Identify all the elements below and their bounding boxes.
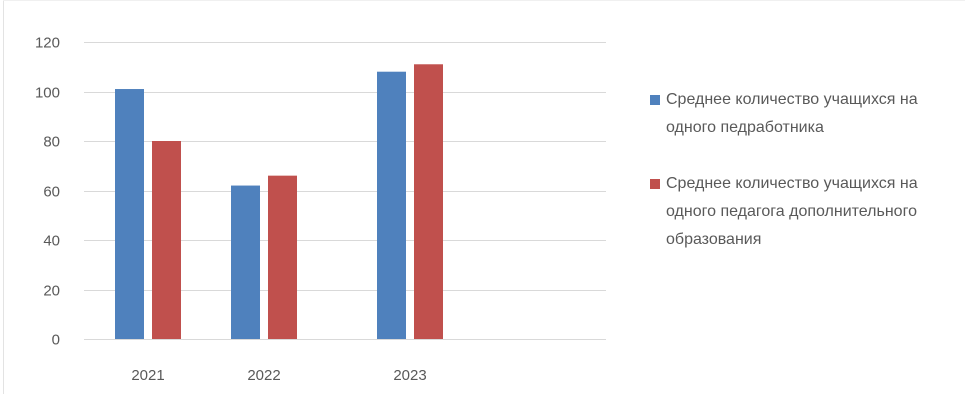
legend-label-series-2: Среднее количество учащихся на одного пе… [666,175,918,248]
x-tick-label-2023: 2023 [393,367,426,384]
y-tick-label: 40 [43,233,60,250]
legend-entry-series-1: Среднее количество учащихся на одного пе… [646,86,964,142]
gridlines [84,42,606,340]
bar-2022-series-2 [268,175,297,339]
y-tick-label: 120 [35,35,60,52]
y-tick-label: 100 [35,85,60,102]
legend-entry-series-2: Среднее количество учащихся на одного пе… [646,170,964,254]
legend-label-series-1: Среднее количество учащихся на одного пе… [666,91,918,136]
chart-legend: Среднее количество учащихся на одного пе… [646,86,964,254]
chart-frame-top-border [3,0,965,1]
bar-2022-series-1 [231,185,260,339]
x-tick-label-2022: 2022 [247,367,280,384]
y-tick-label: 60 [43,184,60,201]
x-tick-label-2021: 2021 [131,367,164,384]
bar-2023-series-2 [414,64,443,340]
y-tick-label: 80 [43,134,60,151]
bars [115,64,443,340]
legend-swatch-series-2 [650,179,660,189]
bar-2021-series-1 [115,89,144,340]
chart-frame-left-border [3,0,4,394]
y-tick-label: 0 [52,332,60,349]
bar-2023-series-1 [377,71,406,339]
x-axis-tick-labels: 2021 2022 2023 [131,367,426,384]
bar-2021-series-2 [152,141,181,339]
legend-swatch-series-1 [650,95,660,105]
y-axis-tick-labels: 0 20 40 60 80 100 120 [35,35,60,349]
y-tick-label: 20 [43,283,60,300]
